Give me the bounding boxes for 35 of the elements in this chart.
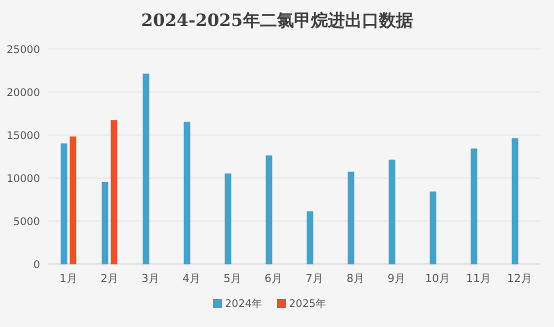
bar xyxy=(388,160,396,264)
x-tick-label: 2月 xyxy=(100,272,118,285)
bar xyxy=(266,155,272,264)
bar xyxy=(102,182,108,264)
x-tick-label: 12月 xyxy=(507,272,532,285)
bar xyxy=(110,120,118,264)
bar xyxy=(70,136,76,264)
y-tick-label: 15000 xyxy=(6,130,40,142)
chart-title: 2024-2025年二氯甲烷进出口数据 xyxy=(141,11,413,31)
legend-label: 2024年 xyxy=(225,298,263,310)
x-tick-label: 1月 xyxy=(60,272,78,285)
x-tick-label: 3月 xyxy=(142,272,160,285)
bar xyxy=(348,172,354,264)
y-tick-label: 25000 xyxy=(6,44,40,56)
bar xyxy=(306,211,314,264)
x-tick-label: 9月 xyxy=(388,272,406,285)
x-tick-label: 4月 xyxy=(182,272,200,285)
bar xyxy=(430,192,436,264)
bar xyxy=(512,138,518,264)
x-tick-label: 5月 xyxy=(224,272,242,285)
x-tick-label: 8月 xyxy=(346,272,364,285)
y-tick-label: 10000 xyxy=(6,173,40,185)
bar xyxy=(142,74,150,264)
x-tick-label: 10月 xyxy=(425,272,450,285)
legend-label: 2025年 xyxy=(289,298,327,310)
y-tick-label: 5000 xyxy=(13,216,40,228)
y-tick-label: 20000 xyxy=(6,87,40,99)
y-tick-label: 0 xyxy=(33,259,40,271)
x-tick-label: 6月 xyxy=(264,272,282,285)
x-tick-label: 11月 xyxy=(466,272,491,285)
bar xyxy=(184,122,190,264)
bar xyxy=(60,143,68,264)
bar xyxy=(470,148,478,264)
bar xyxy=(224,173,232,264)
x-tick-label: 7月 xyxy=(306,272,324,285)
